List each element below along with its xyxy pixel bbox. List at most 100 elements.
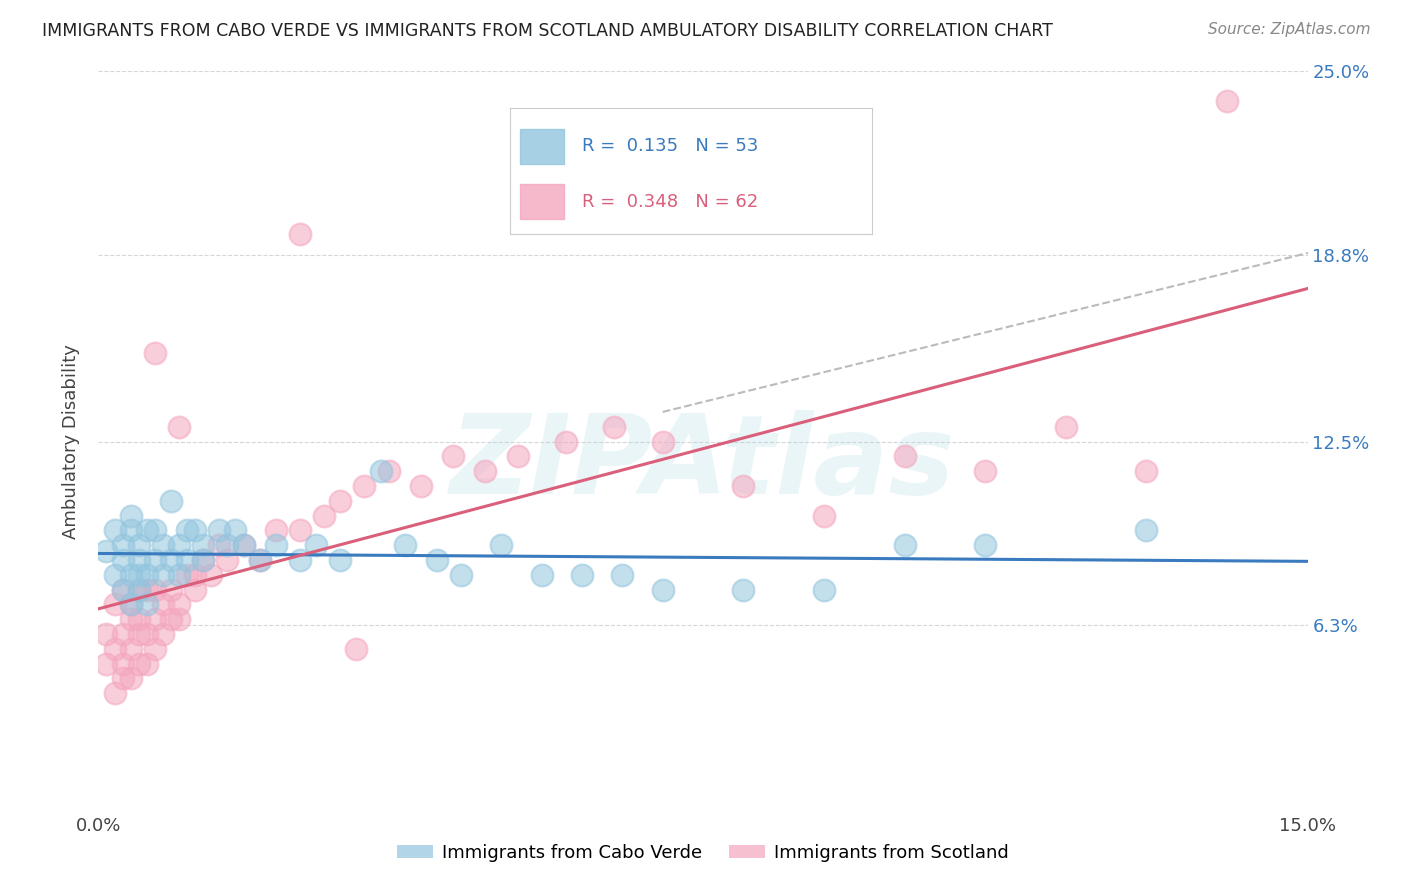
Point — [530, 567, 553, 582]
Point — [167, 612, 190, 626]
Point — [152, 627, 174, 641]
Point — [394, 538, 416, 552]
Point — [370, 464, 392, 478]
Point — [974, 464, 997, 478]
Point — [329, 553, 352, 567]
Point — [377, 464, 399, 478]
Point — [128, 538, 150, 552]
Point — [120, 641, 142, 656]
Point — [96, 657, 118, 671]
Point — [208, 538, 231, 552]
Point — [111, 582, 134, 597]
Point — [176, 524, 198, 538]
Point — [103, 524, 125, 538]
Point — [103, 641, 125, 656]
Point — [103, 598, 125, 612]
Point — [167, 538, 190, 552]
Point — [555, 434, 578, 449]
Point — [603, 419, 626, 434]
Point — [120, 598, 142, 612]
Point — [1135, 524, 1157, 538]
Point — [128, 627, 150, 641]
Point — [193, 553, 215, 567]
Point — [128, 582, 150, 597]
Point — [733, 582, 755, 597]
Point — [893, 538, 915, 552]
Point — [249, 553, 271, 567]
Point — [474, 464, 496, 478]
Point — [160, 612, 183, 626]
Point — [450, 567, 472, 582]
Point — [893, 450, 915, 464]
Point — [193, 538, 215, 552]
Point — [1135, 464, 1157, 478]
Point — [288, 553, 311, 567]
Point — [344, 641, 367, 656]
Point — [612, 567, 634, 582]
Point — [733, 479, 755, 493]
Point — [441, 450, 464, 464]
Point — [152, 598, 174, 612]
Point — [651, 582, 673, 597]
Point — [120, 672, 142, 686]
Point — [813, 582, 835, 597]
Point — [217, 538, 239, 552]
Point — [120, 598, 142, 612]
Point — [135, 627, 157, 641]
Point — [167, 419, 190, 434]
Point — [120, 524, 142, 538]
Point — [111, 538, 134, 552]
Point — [813, 508, 835, 523]
Point — [111, 627, 134, 641]
Point — [160, 553, 183, 567]
Point — [111, 657, 134, 671]
Point — [143, 553, 166, 567]
Point — [96, 544, 118, 558]
Point — [103, 567, 125, 582]
Point — [143, 524, 166, 538]
Point — [288, 524, 311, 538]
Point — [135, 524, 157, 538]
Point — [167, 567, 190, 582]
Point — [1054, 419, 1077, 434]
Point — [184, 582, 207, 597]
Point — [176, 553, 198, 567]
Point — [135, 657, 157, 671]
Point — [152, 538, 174, 552]
Point — [120, 508, 142, 523]
Point — [974, 538, 997, 552]
Point — [160, 582, 183, 597]
Point — [329, 493, 352, 508]
Legend: Immigrants from Cabo Verde, Immigrants from Scotland: Immigrants from Cabo Verde, Immigrants f… — [389, 837, 1017, 870]
Point — [167, 598, 190, 612]
Y-axis label: Ambulatory Disability: Ambulatory Disability — [62, 344, 80, 539]
Point — [409, 479, 432, 493]
Point — [143, 345, 166, 359]
Point — [264, 524, 287, 538]
Point — [152, 567, 174, 582]
Point — [176, 567, 198, 582]
Point — [120, 567, 142, 582]
Point — [305, 538, 328, 552]
Text: Source: ZipAtlas.com: Source: ZipAtlas.com — [1208, 22, 1371, 37]
Point — [184, 567, 207, 582]
Point — [249, 553, 271, 567]
Point — [111, 672, 134, 686]
Point — [143, 582, 166, 597]
Point — [120, 612, 142, 626]
Point — [135, 582, 157, 597]
Point — [264, 538, 287, 552]
Point — [232, 538, 254, 552]
Point — [353, 479, 375, 493]
Point — [135, 567, 157, 582]
Point — [143, 641, 166, 656]
Point — [128, 612, 150, 626]
Point — [111, 553, 134, 567]
Point — [193, 553, 215, 567]
Point — [208, 524, 231, 538]
Point — [232, 538, 254, 552]
Point — [96, 627, 118, 641]
Point — [160, 493, 183, 508]
Point — [128, 582, 150, 597]
Point — [571, 567, 593, 582]
